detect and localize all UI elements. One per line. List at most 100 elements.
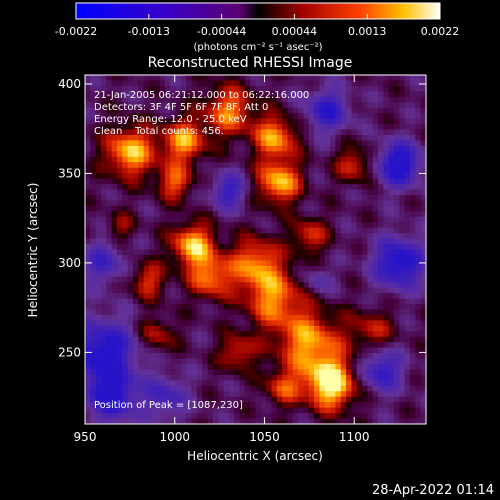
heatmap-cell [292, 178, 299, 185]
heatmap-cell [207, 358, 214, 365]
heatmap-cell [420, 304, 426, 310]
heatmap-cell [132, 265, 139, 272]
heatmap-cell [234, 222, 240, 229]
heatmap-cell [159, 407, 166, 414]
heatmap-cell [410, 396, 416, 403]
heatmap-cell [106, 336, 113, 343]
heatmap-cell [95, 358, 102, 365]
heatmap-cell [106, 200, 113, 207]
heatmap-cell [111, 167, 118, 174]
heatmap-cell [175, 402, 182, 409]
heatmap-cell [143, 402, 150, 409]
heatmap-cell [148, 325, 155, 332]
heatmap-cell [394, 331, 400, 338]
heatmap-cell [111, 391, 118, 398]
heatmap-cell [383, 342, 390, 349]
heatmap-cell [394, 320, 400, 327]
heatmap-cell [308, 347, 315, 354]
heatmap-cell [362, 151, 368, 158]
heatmap-cell [127, 380, 134, 387]
heatmap-cell [330, 260, 336, 267]
heatmap-cell [260, 124, 267, 130]
heatmap-cell [143, 145, 150, 152]
heatmap-cell [340, 331, 347, 338]
heatmap-cell [383, 418, 390, 424]
heatmap-cell [420, 75, 426, 81]
heatmap-cell [180, 358, 187, 365]
heatmap-cell [234, 200, 240, 207]
heatmap-cell [202, 254, 208, 261]
heatmap-cell [292, 271, 299, 278]
heatmap-cell [196, 265, 203, 272]
heatmap-cell [324, 347, 331, 354]
heatmap-cell [335, 314, 342, 321]
heatmap-cell [191, 162, 198, 169]
heatmap-cell [148, 96, 155, 103]
heatmap-cell [180, 200, 187, 207]
heatmap-cell [383, 396, 390, 403]
heatmap-cell [250, 222, 256, 229]
heatmap-cell [85, 413, 91, 419]
heatmap-cell [143, 336, 150, 343]
heatmap-cell [335, 233, 342, 239]
heatmap-cell [271, 254, 278, 261]
heatmap-cell [266, 162, 272, 169]
heatmap-cell [127, 287, 134, 294]
heatmap-cell [223, 184, 230, 190]
heatmap-cell [250, 282, 256, 289]
heatmap-cell [410, 418, 416, 424]
heatmap-cell [191, 222, 198, 229]
heatmap-cell [330, 385, 336, 392]
heatmap-cell [90, 407, 97, 414]
heatmap-cell [388, 309, 395, 316]
heatmap-cell [90, 156, 97, 163]
heatmap-cell [239, 151, 246, 158]
heatmap-cell [282, 374, 288, 381]
heatmap-cell [367, 173, 374, 180]
heatmap-cell [367, 140, 374, 147]
heatmap-cell [287, 374, 294, 381]
heatmap-cell [180, 380, 187, 387]
heatmap-cell [85, 391, 91, 398]
heatmap-cell [330, 134, 336, 141]
heatmap-cell [90, 314, 97, 321]
heatmap-cell [122, 129, 129, 136]
heatmap-cell [234, 407, 240, 414]
heatmap-cell [218, 418, 224, 424]
heatmap-cell [85, 129, 91, 136]
heatmap-cell [191, 129, 198, 136]
heatmap-cell [308, 331, 315, 338]
heatmap-cell [298, 413, 304, 419]
heatmap-cell [138, 391, 145, 398]
heatmap-cell [170, 391, 176, 398]
heatmap-cell [399, 385, 406, 392]
heatmap-cell [314, 205, 320, 212]
heatmap-cell [218, 391, 224, 398]
heatmap-cell [298, 216, 304, 223]
heatmap-cell [244, 298, 251, 305]
heatmap-cell [314, 369, 320, 376]
heatmap-cell [90, 276, 97, 283]
heatmap-cell [159, 293, 166, 299]
heatmap-cell [202, 227, 208, 234]
heatmap-cell [260, 374, 267, 381]
heatmap-cell [346, 222, 352, 229]
heatmap-cell [250, 75, 256, 81]
heatmap-cell [175, 314, 182, 321]
heatmap-cell [159, 118, 166, 125]
heatmap-cell [394, 402, 400, 409]
heatmap-cell [346, 271, 352, 278]
heatmap-cell [298, 276, 304, 283]
heatmap-cell [207, 260, 214, 267]
heatmap-cell [90, 129, 97, 136]
heatmap-cell [298, 145, 304, 152]
heatmap-cell [111, 336, 118, 343]
heatmap-cell [255, 151, 262, 158]
heatmap-cell [271, 184, 278, 190]
heatmap-cell [234, 173, 240, 180]
heatmap-cell [90, 353, 97, 359]
heatmap-cell [415, 325, 422, 332]
heatmap-cell [148, 134, 155, 141]
heatmap-cell [148, 118, 155, 125]
heatmap-cell [346, 227, 352, 234]
